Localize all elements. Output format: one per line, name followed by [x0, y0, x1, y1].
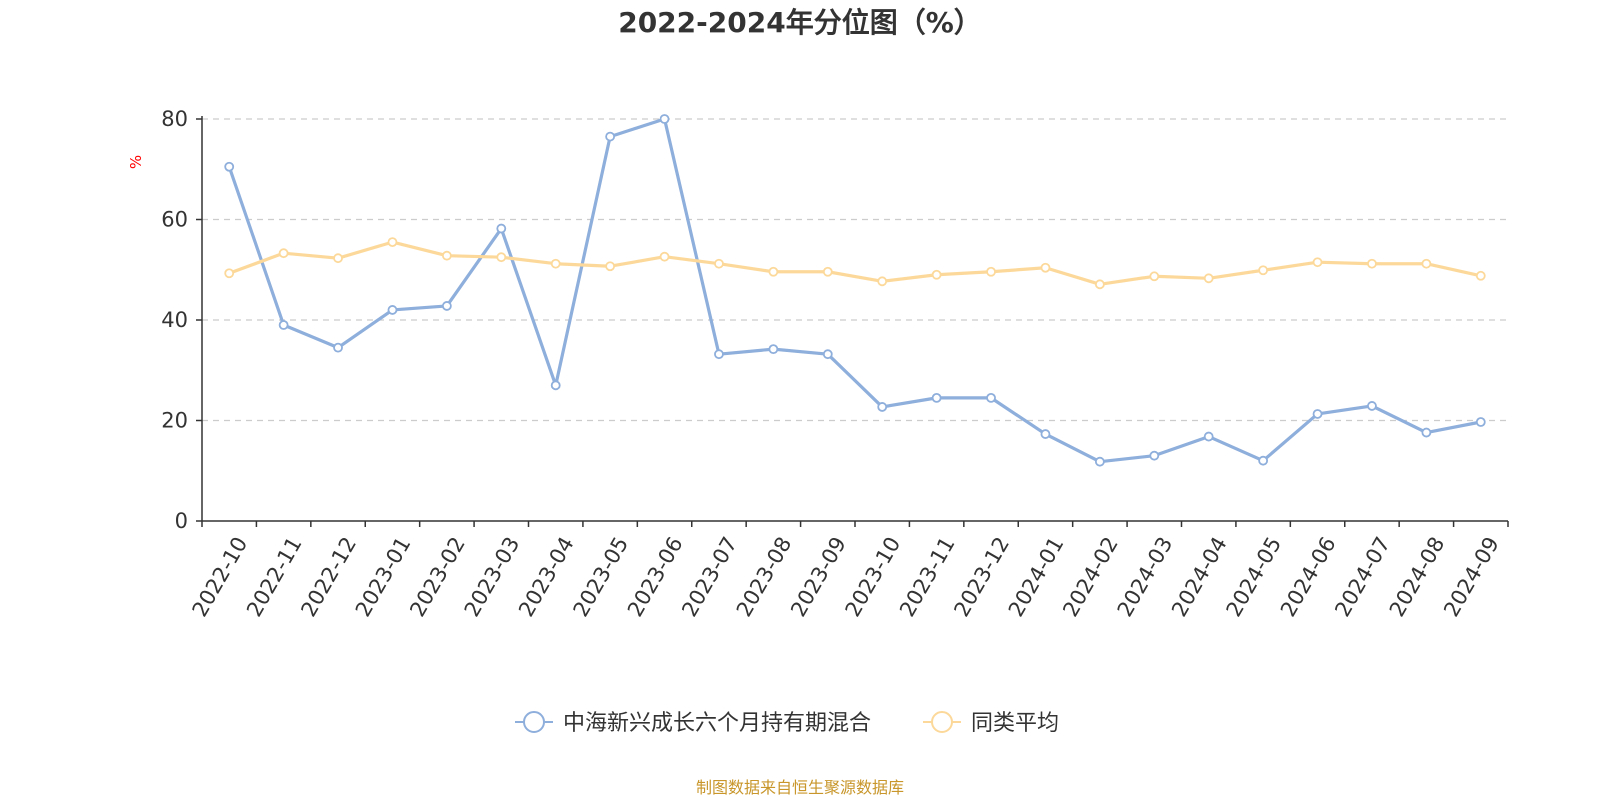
- series-1: [224, 114, 1486, 467]
- data-point[interactable]: [1203, 431, 1214, 442]
- data-point[interactable]: [550, 258, 561, 269]
- data-point[interactable]: [714, 349, 724, 360]
- data-point[interactable]: [1094, 456, 1105, 467]
- data-point[interactable]: [1312, 257, 1323, 268]
- data-point[interactable]: [931, 269, 942, 280]
- series-2: [224, 237, 1486, 290]
- data-point[interactable]: [224, 161, 235, 172]
- data-point[interactable]: [1149, 271, 1160, 282]
- data-point[interactable]: [1475, 417, 1486, 427]
- legend[interactable]: 中海新兴成长六个月持有期混合 同类平均: [515, 711, 1059, 736]
- source-note: 制图数据来自恒生聚源数据库: [696, 778, 904, 797]
- data-point[interactable]: [1258, 455, 1269, 466]
- data-point[interactable]: [768, 266, 779, 277]
- data-point[interactable]: [822, 349, 833, 360]
- data-point[interactable]: [1312, 409, 1323, 419]
- legend-item-2[interactable]: 同类平均: [923, 711, 1059, 736]
- data-point[interactable]: [659, 251, 670, 262]
- data-point[interactable]: [387, 237, 398, 248]
- data-point[interactable]: [1258, 265, 1269, 276]
- data-point[interactable]: [1421, 258, 1432, 269]
- y-tick-label: 20: [161, 409, 188, 433]
- y-axis-label: %: [127, 155, 145, 169]
- data-point[interactable]: [496, 252, 507, 263]
- data-point[interactable]: [1475, 270, 1486, 281]
- data-point[interactable]: [877, 276, 888, 287]
- data-point[interactable]: [822, 266, 833, 277]
- data-point[interactable]: [1421, 427, 1432, 438]
- data-point[interactable]: [278, 320, 289, 330]
- data-point[interactable]: [986, 266, 996, 277]
- series-line: [228, 240, 1482, 286]
- y-tick-label: 40: [161, 308, 188, 332]
- data-point[interactable]: [278, 248, 289, 259]
- data-point[interactable]: [441, 301, 452, 311]
- data-point[interactable]: [714, 258, 724, 269]
- axes: 0204060802022-102022-112022-122023-01202…: [161, 107, 1509, 621]
- data-point[interactable]: [1367, 258, 1377, 269]
- legend-label: 中海新兴成长六个月持有期混合: [563, 711, 871, 736]
- data-point[interactable]: [931, 392, 942, 403]
- data-point[interactable]: [1040, 429, 1051, 439]
- y-tick-label: 60: [161, 208, 188, 232]
- data-point[interactable]: [768, 344, 779, 355]
- data-point[interactable]: [605, 261, 616, 272]
- legend-label: 同类平均: [971, 711, 1059, 736]
- data-point[interactable]: [1367, 401, 1377, 411]
- legend-marker: [523, 711, 545, 733]
- y-tick-label: 80: [161, 107, 188, 131]
- x-tick-label: 2024-09: [1439, 533, 1504, 621]
- data-point[interactable]: [496, 223, 507, 234]
- series-layer: [224, 114, 1486, 467]
- data-point[interactable]: [877, 402, 888, 412]
- data-point[interactable]: [605, 131, 616, 142]
- data-point[interactable]: [550, 380, 561, 391]
- data-point[interactable]: [224, 268, 235, 279]
- data-point[interactable]: [387, 305, 398, 315]
- data-point[interactable]: [441, 250, 452, 261]
- data-point[interactable]: [1203, 273, 1214, 284]
- legend-marker: [931, 711, 953, 733]
- data-point[interactable]: [333, 253, 343, 264]
- data-point[interactable]: [1149, 450, 1160, 461]
- data-point[interactable]: [659, 114, 670, 124]
- series-line: [227, 117, 1482, 464]
- y-tick-label: 0: [175, 509, 188, 533]
- data-point[interactable]: [1040, 262, 1051, 273]
- legend-item-1[interactable]: 中海新兴成长六个月持有期混合: [515, 711, 871, 736]
- chart-title: 2022-2024年分位图（%）: [618, 6, 982, 39]
- data-point[interactable]: [333, 342, 343, 353]
- grid-lines: [202, 118, 1508, 422]
- data-point[interactable]: [1094, 279, 1105, 290]
- data-point[interactable]: [986, 392, 996, 403]
